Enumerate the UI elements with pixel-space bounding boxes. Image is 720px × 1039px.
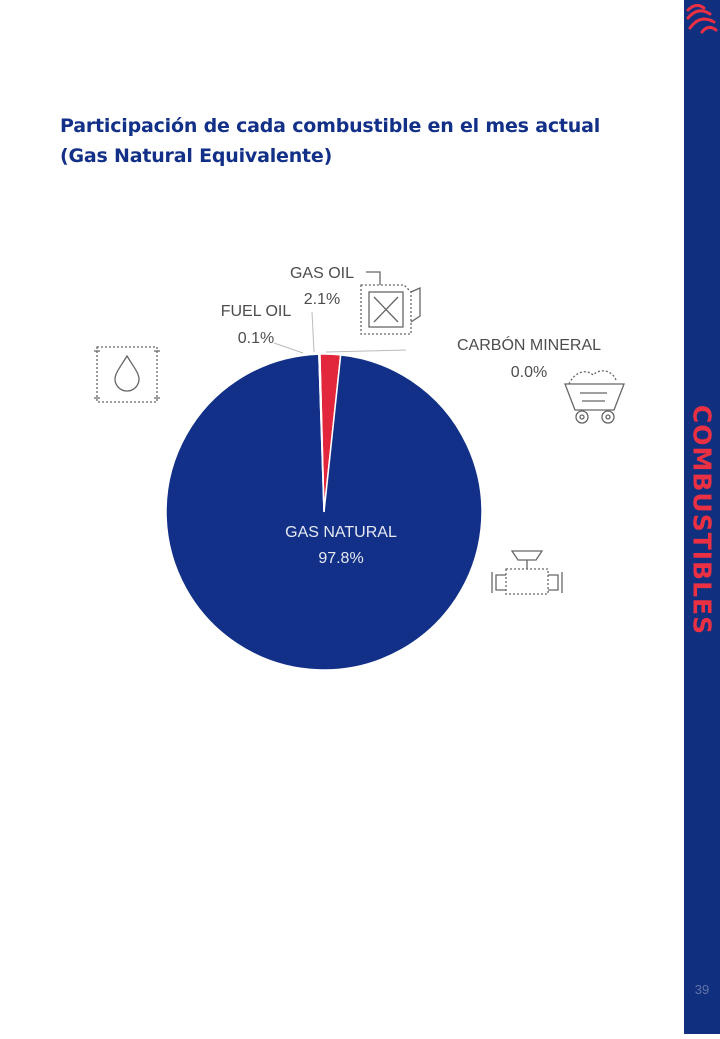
label-gas-oil-value: 2.1% — [304, 291, 340, 308]
label-carbon-value: 0.0% — [511, 364, 547, 381]
pie-slices — [165, 353, 483, 671]
coal-cart-icon — [564, 370, 625, 424]
gas-pipe-icon — [491, 550, 563, 595]
chart-title-line2: (Gas Natural Equivalente) — [60, 145, 333, 167]
page-number: 39 — [694, 982, 710, 997]
brand-logo-icon — [686, 3, 718, 34]
label-fuel-oil-name: FUEL OIL — [221, 303, 292, 320]
section-sidebar — [684, 0, 720, 1034]
label-carbon-name: CARBÓN MINERAL — [457, 335, 601, 354]
chart-title-line1: Participación de cada combustible en el … — [60, 115, 601, 137]
label-gas-natural-value: 97.8% — [318, 550, 363, 567]
leader-line-fuel-oil — [273, 342, 304, 354]
chart-title: Participación de cada combustible en el … — [60, 111, 660, 171]
label-gas-natural-name: GAS NATURAL — [285, 524, 397, 541]
label-fuel-oil-value: 0.1% — [238, 330, 274, 347]
fuel-drop-icon — [94, 346, 160, 403]
leader-line-carbon — [325, 349, 407, 353]
label-gas-oil-name: GAS OIL — [290, 265, 354, 282]
fuel-can-icon — [360, 271, 421, 335]
pie-slice-fuel-oil — [318, 353, 325, 513]
pie-slice-gas-natural — [165, 353, 483, 671]
leader-line-gas-oil — [311, 311, 315, 353]
leader-lines — [273, 311, 407, 354]
